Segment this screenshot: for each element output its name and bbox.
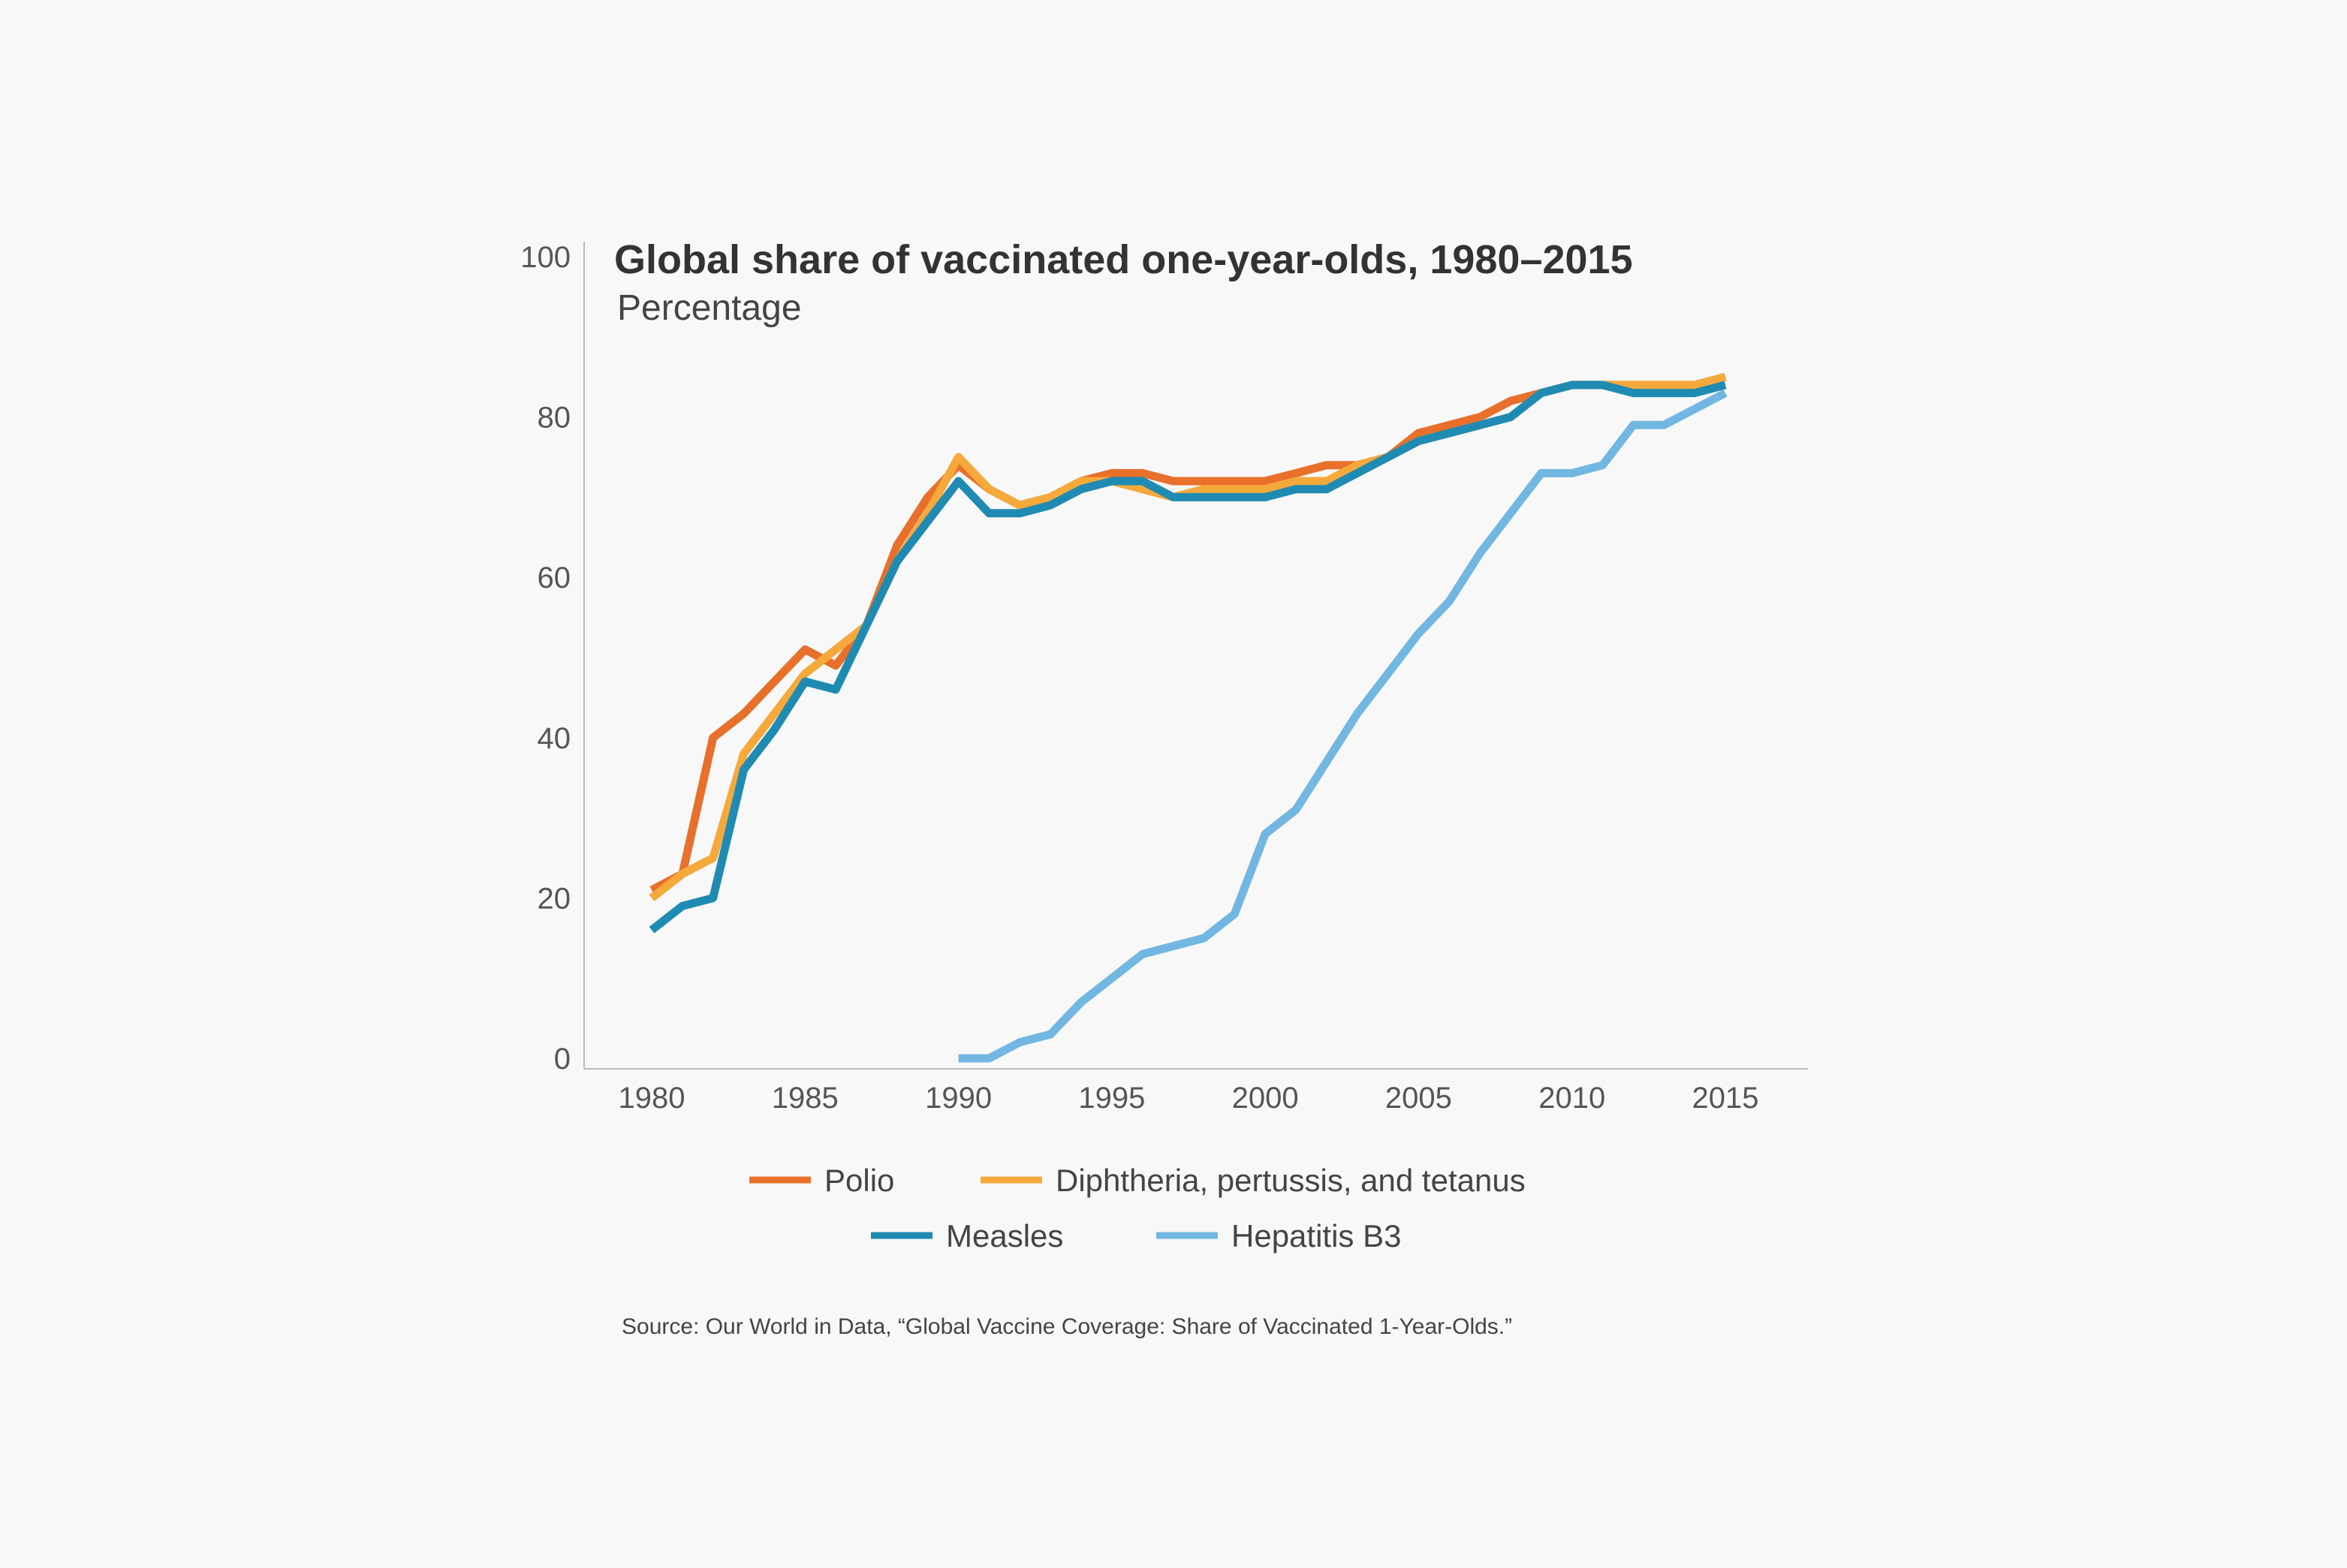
x-tick-label: 1980 [619, 1082, 685, 1115]
x-tick-label: 1990 [925, 1082, 992, 1115]
y-tick-label: 100 [520, 241, 571, 274]
x-tick-label: 1995 [1078, 1082, 1145, 1115]
chart-subtitle: Percentage [617, 288, 802, 328]
legend-item: Hepatitis B3 [1156, 1218, 1401, 1253]
x-axis-ticks: 1980 1985 1990 1995 2000 2005 2010 2015 [619, 1082, 1759, 1115]
series-lines [649, 372, 1728, 1063]
legend-label: Diphtheria, pertussis, and tetanus [1056, 1163, 1526, 1198]
y-tick-label: 0 [554, 1043, 571, 1076]
legend-item: Polio [749, 1163, 894, 1198]
x-tick-label: 2005 [1385, 1082, 1452, 1115]
series-line-measles [649, 381, 1727, 934]
y-tick-label: 40 [538, 722, 571, 755]
series-line-hepatitis-b3 [958, 389, 1728, 1063]
legend-label: Measles [946, 1218, 1063, 1253]
legend-label: Polio [824, 1163, 894, 1198]
series-line-polio [649, 372, 1727, 894]
x-tick-label: 1985 [772, 1082, 839, 1115]
x-tick-label: 2010 [1538, 1082, 1605, 1115]
source-note: Source: Our World in Data, “Global Vacci… [622, 1314, 1512, 1339]
legend-label: Hepatitis B3 [1231, 1218, 1401, 1253]
y-tick-label: 60 [538, 561, 571, 594]
x-tick-label: 2015 [1692, 1082, 1759, 1115]
y-axis-ticks: 0 20 40 60 80 100 [520, 241, 571, 1076]
x-tick-label: 2000 [1232, 1082, 1299, 1115]
series-line-diphtheria-pertussis-and-tetanus [649, 372, 1727, 901]
legend-item: Diphtheria, pertussis, and tetanus [981, 1163, 1526, 1198]
y-tick-label: 20 [538, 882, 571, 915]
legend-item: Measles [871, 1218, 1063, 1253]
y-tick-label: 80 [538, 402, 571, 435]
legend: Polio Diphtheria, pertussis, and tetanus M… [749, 1163, 1526, 1253]
chart-title: Global share of vaccinated one-year-olds… [614, 237, 1633, 282]
